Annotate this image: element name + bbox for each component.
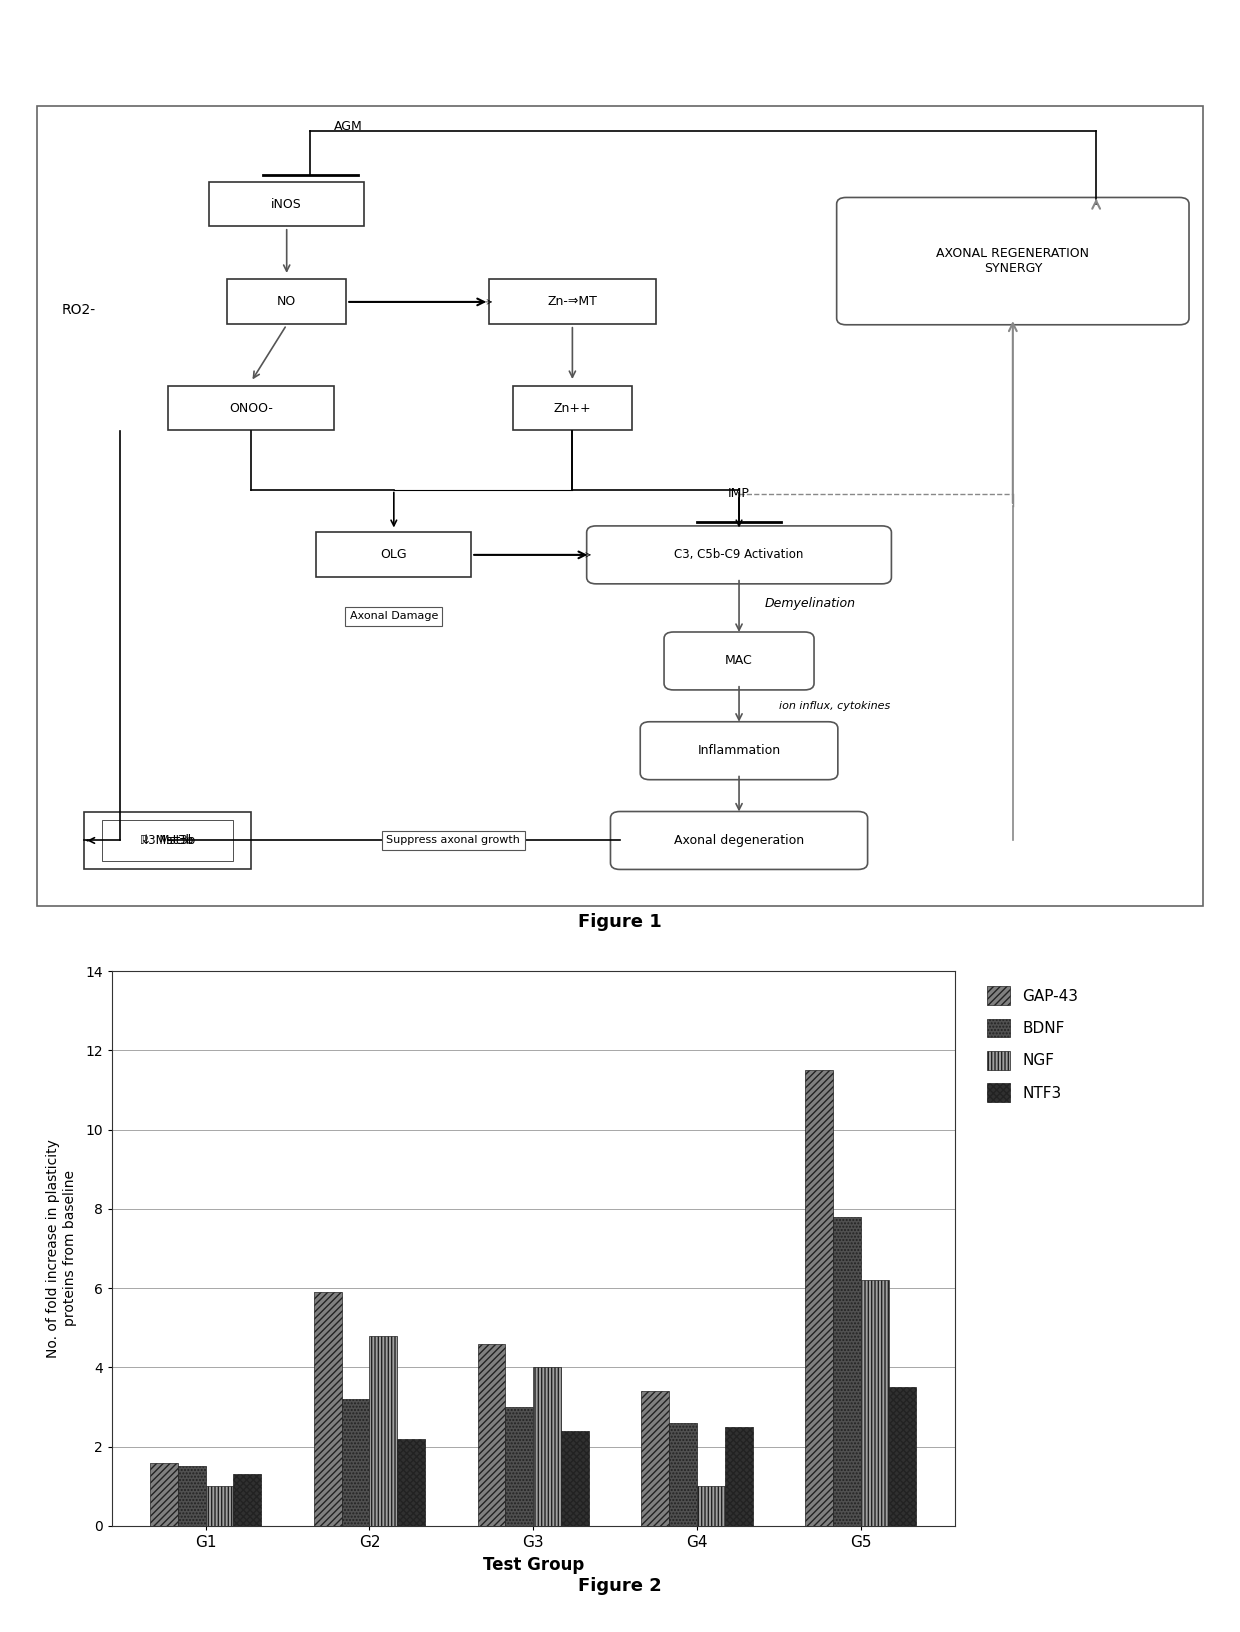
Bar xyxy=(725,1426,753,1526)
Bar xyxy=(210,181,365,227)
Text: Figure 2: Figure 2 xyxy=(578,1577,662,1596)
Bar xyxy=(150,1462,177,1526)
Bar xyxy=(84,811,250,868)
Bar xyxy=(177,1467,206,1526)
Bar xyxy=(314,1293,341,1526)
FancyBboxPatch shape xyxy=(587,526,892,584)
Text: iNOS: iNOS xyxy=(272,197,303,211)
Text: AGM: AGM xyxy=(335,121,363,132)
Bar xyxy=(513,385,632,431)
Bar xyxy=(506,1407,533,1526)
Bar xyxy=(861,1279,889,1526)
Bar xyxy=(560,1431,589,1526)
Text: Axonal Damage: Axonal Damage xyxy=(350,610,438,622)
Legend: GAP-43, BDNF, NGF, NTF3: GAP-43, BDNF, NGF, NTF3 xyxy=(980,979,1086,1110)
Text: Zn-⇒MT: Zn-⇒MT xyxy=(547,295,598,308)
Bar xyxy=(397,1439,425,1526)
Bar xyxy=(489,279,656,325)
Text: Zn++: Zn++ xyxy=(553,401,591,415)
Bar xyxy=(233,1474,262,1526)
Bar xyxy=(805,1071,833,1526)
Bar xyxy=(641,1390,670,1526)
FancyBboxPatch shape xyxy=(640,721,838,780)
Text: RO2-: RO2- xyxy=(61,304,95,317)
Bar xyxy=(316,532,471,578)
FancyBboxPatch shape xyxy=(665,632,813,690)
Bar xyxy=(889,1387,916,1526)
Bar xyxy=(370,1335,397,1526)
FancyBboxPatch shape xyxy=(610,811,868,870)
Bar xyxy=(670,1423,697,1526)
Bar xyxy=(227,279,346,325)
Bar xyxy=(477,1343,506,1526)
Text: ℙ3 Mst3b: ℙ3 Mst3b xyxy=(140,834,195,847)
Text: IMP: IMP xyxy=(728,488,750,499)
Bar xyxy=(833,1217,861,1526)
Bar xyxy=(341,1399,370,1526)
Bar xyxy=(206,1487,233,1526)
Text: ion influx, cytokines: ion influx, cytokines xyxy=(779,700,890,712)
Text: Suppress axonal growth: Suppress axonal growth xyxy=(387,836,521,845)
Text: AXONAL REGENERATION
SYNERGY: AXONAL REGENERATION SYNERGY xyxy=(936,246,1089,276)
Text: ONOO-: ONOO- xyxy=(229,401,273,415)
Text: Figure 1: Figure 1 xyxy=(578,912,662,932)
Text: OLG: OLG xyxy=(381,548,407,561)
Text: ↓ Mst3b: ↓ Mst3b xyxy=(141,834,193,847)
Bar xyxy=(697,1487,725,1526)
Y-axis label: No. of fold increase in plasticity
proteins from baseline: No. of fold increase in plasticity prote… xyxy=(46,1139,77,1358)
Text: Inflammation: Inflammation xyxy=(697,744,781,757)
Bar xyxy=(102,821,233,862)
Text: NO: NO xyxy=(277,295,296,308)
Text: Axonal degeneration: Axonal degeneration xyxy=(675,834,804,847)
Bar xyxy=(533,1368,560,1526)
Bar xyxy=(167,385,335,431)
Text: Demyelination: Demyelination xyxy=(765,597,856,610)
Text: C3, C5b-C9 Activation: C3, C5b-C9 Activation xyxy=(675,548,804,561)
FancyBboxPatch shape xyxy=(837,197,1189,325)
Text: MAC: MAC xyxy=(725,654,753,667)
X-axis label: Test Group: Test Group xyxy=(482,1555,584,1573)
